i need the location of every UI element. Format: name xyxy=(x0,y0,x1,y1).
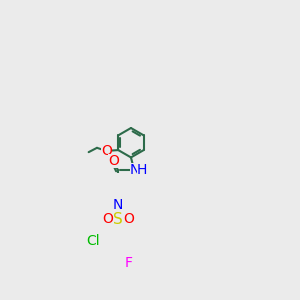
Text: O: O xyxy=(102,212,113,226)
Text: O: O xyxy=(108,154,119,168)
Text: F: F xyxy=(124,256,132,270)
Text: S: S xyxy=(113,212,123,227)
Text: N: N xyxy=(130,164,140,177)
Text: O: O xyxy=(123,212,134,226)
Text: O: O xyxy=(101,144,112,158)
Text: N: N xyxy=(113,198,123,212)
Text: Cl: Cl xyxy=(86,234,100,248)
Text: H: H xyxy=(137,164,147,177)
